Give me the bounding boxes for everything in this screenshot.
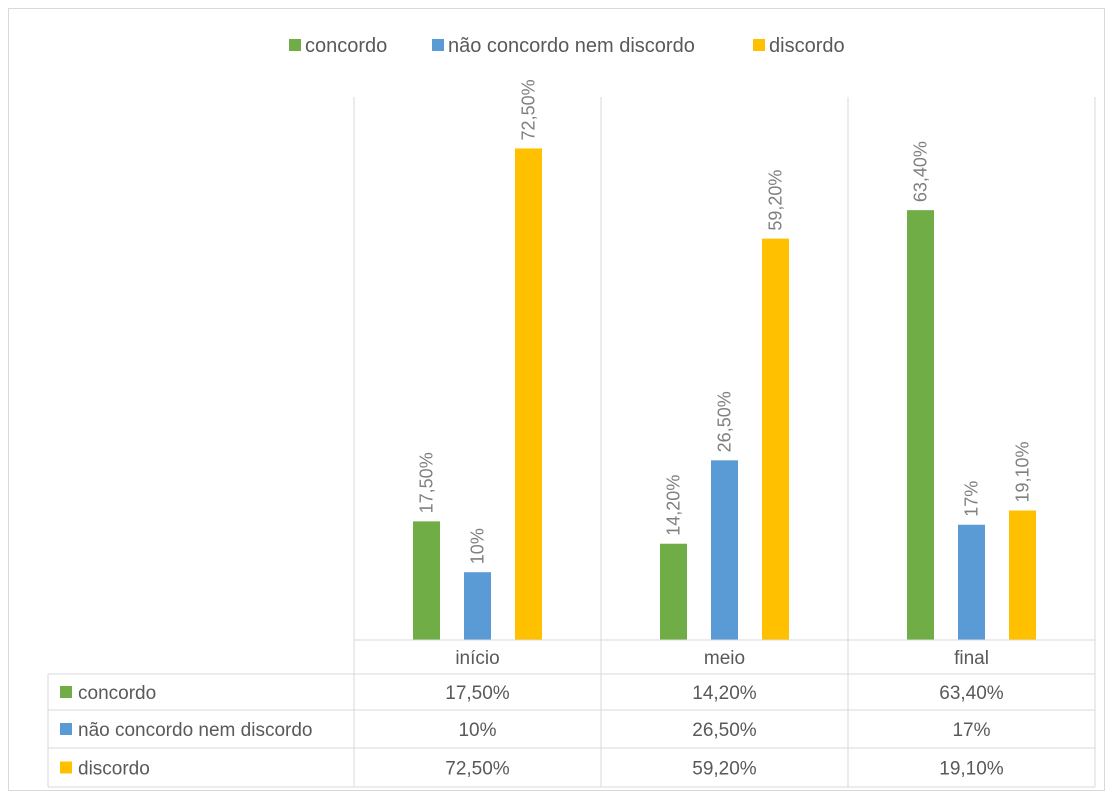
data-label-2-1: 59,20%: [766, 170, 786, 231]
bar-não-concordo-nem-discordo-1: [711, 460, 738, 640]
data-label-1-1: 26,50%: [715, 391, 735, 452]
table-series-label-1: não concordo nem discordo: [78, 720, 312, 741]
bar-discordo-1: [762, 238, 789, 640]
table-key-2: [60, 761, 72, 774]
data-label-0-2: 63,40%: [911, 141, 931, 202]
tick-label-2: final: [954, 648, 989, 669]
legend-swatch-0: [289, 39, 301, 51]
chart-frame: [8, 8, 1105, 791]
bar-concordo-0: [413, 521, 440, 640]
table-cell-2-2: 19,10%: [939, 759, 1004, 780]
legend-label-1: não concordo nem discordo: [448, 35, 695, 57]
data-label-2-0: 72,50%: [519, 79, 539, 140]
table-cell-0-2: 63,40%: [939, 683, 1004, 704]
legend-swatch-1: [432, 39, 444, 51]
data-label-1-2: 17%: [962, 481, 982, 517]
table-cell-1-2: 17%: [952, 720, 990, 741]
bar-concordo-2: [907, 210, 934, 640]
table-key-1: [60, 723, 72, 735]
bar-não-concordo-nem-discordo-0: [464, 572, 491, 640]
bar-discordo-0: [515, 148, 542, 640]
tick-label-0: início: [455, 648, 499, 669]
bar-concordo-1: [660, 543, 687, 640]
table-series-label-2: discordo: [78, 759, 150, 780]
data-label-2-2: 19,10%: [1013, 441, 1033, 502]
table-series-label-0: concordo: [78, 683, 156, 704]
table-cell-1-0: 10%: [458, 720, 496, 741]
legend-swatch-2: [753, 39, 765, 51]
legend-label-0: concordo: [305, 35, 387, 57]
data-label-0-1: 14,20%: [664, 475, 684, 536]
table-cell-2-1: 59,20%: [692, 759, 757, 780]
tick-label-1: meio: [704, 648, 745, 669]
legend-label-2: discordo: [769, 35, 845, 57]
bar-não-concordo-nem-discordo-2: [958, 524, 985, 640]
data-label-1-0: 10%: [468, 528, 488, 564]
table-cell-0-0: 17,50%: [445, 683, 510, 704]
table-cell-1-1: 26,50%: [692, 720, 757, 741]
table-cell-0-1: 14,20%: [692, 683, 757, 704]
table-key-0: [60, 686, 72, 698]
data-label-0-0: 17,50%: [417, 452, 437, 513]
bar-discordo-2: [1009, 510, 1036, 640]
table-cell-2-0: 72,50%: [445, 759, 510, 780]
